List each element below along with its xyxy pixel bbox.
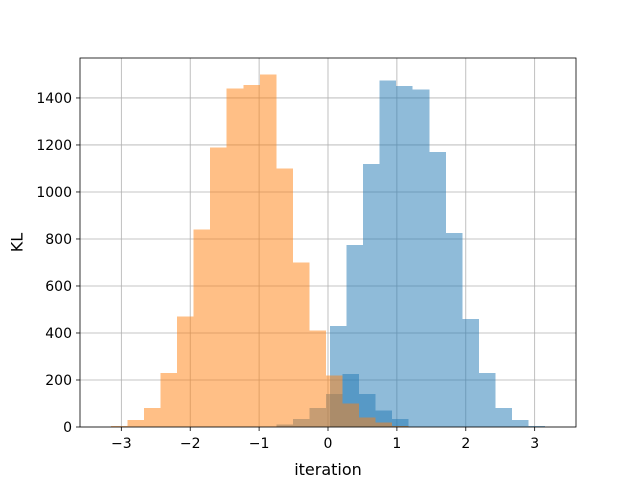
histogram-bar: [292, 262, 310, 427]
histogram-bar: [309, 330, 326, 427]
histogram-bar: [379, 80, 397, 427]
x-tick-label: 1: [392, 436, 401, 452]
histogram-bar: [396, 86, 413, 427]
x-tick-label: −3: [111, 436, 132, 452]
y-tick-label: 0: [63, 420, 72, 436]
histogram-bar: [478, 372, 496, 427]
x-tick-label: 0: [324, 436, 333, 452]
histogram-bar: [528, 425, 545, 427]
histogram-bar: [359, 417, 376, 427]
histogram-series-1: [330, 80, 545, 427]
histogram-bar: [342, 403, 359, 427]
histogram-bar: [144, 408, 161, 427]
axis-ticks: −3 −2 −1 0 1 2 3 0 200 400 600 800 1000 1200 1400: [36, 91, 539, 452]
y-tick-label: 600: [45, 279, 72, 295]
y-tick-label: 1200: [36, 138, 72, 154]
histogram-bar: [363, 163, 380, 427]
x-tick-label: 3: [530, 436, 539, 452]
histogram-bar: [276, 168, 293, 427]
histogram-bar: [177, 316, 194, 427]
grid: [80, 58, 576, 428]
y-tick-label: 800: [45, 232, 72, 248]
histogram-bars: [111, 74, 545, 428]
histogram-bar: [210, 147, 227, 427]
histogram-bar: [445, 233, 463, 427]
histogram-bar: [511, 419, 529, 427]
histogram-bar: [193, 229, 211, 427]
histogram-bar: [429, 152, 446, 427]
x-tick-label: 2: [461, 436, 470, 452]
histogram-bar: [160, 372, 178, 427]
x-tick-label: −2: [180, 436, 201, 452]
histogram-bar: [346, 244, 364, 427]
histogram-bar: [462, 318, 479, 427]
y-tick-label: 200: [45, 373, 72, 389]
histogram-bar: [127, 419, 145, 427]
histogram-bar: [226, 88, 244, 427]
plot-frame: [79, 57, 577, 428]
histogram-bar: [243, 85, 260, 428]
histogram-bar: [375, 422, 393, 427]
y-tick-label: 1400: [36, 91, 72, 107]
histogram-series-2: [111, 74, 409, 428]
histogram-bar: [259, 74, 277, 427]
y-tick-label: 400: [45, 326, 72, 342]
histogram-bar: [325, 375, 343, 427]
y-tick-label: 1000: [36, 185, 72, 201]
histogram-bar: [111, 425, 128, 427]
histogram-bar: [412, 89, 430, 427]
x-tick-label: −1: [249, 436, 270, 452]
histogram-bar: [495, 408, 512, 427]
histogram-bar: [392, 425, 409, 427]
y-axis-label: KL: [8, 233, 27, 252]
x-axis-label: iteration: [294, 460, 362, 479]
